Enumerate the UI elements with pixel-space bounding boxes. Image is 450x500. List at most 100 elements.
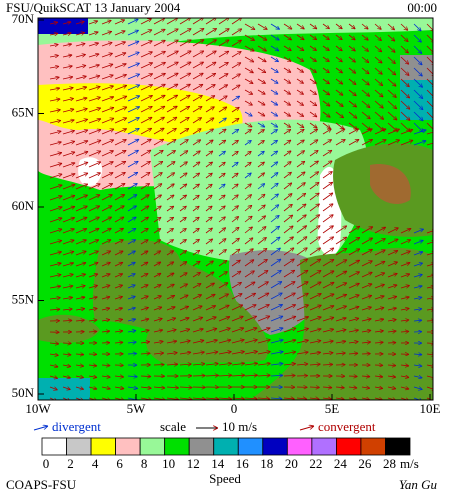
wind-vector [75, 240, 87, 245]
wind-vector [140, 228, 148, 234]
wind-vector [309, 364, 321, 365]
wind-vector [114, 139, 127, 146]
wind-vector [231, 351, 245, 355]
wind-vector [387, 140, 400, 146]
wind-vector [387, 67, 396, 75]
wind-vector [205, 73, 216, 80]
wind-vector [257, 162, 265, 168]
wind-vector [296, 204, 306, 212]
wind-vector [49, 185, 62, 190]
wind-vector [309, 317, 321, 322]
wind-vector [127, 274, 135, 278]
wind-vector [413, 45, 422, 54]
wind-vector [101, 240, 111, 245]
wind-vector [114, 118, 127, 124]
wind-vector [127, 308, 136, 310]
wind-vector [205, 173, 212, 179]
wind-vector [101, 308, 110, 310]
wind-vector [153, 83, 166, 91]
wind-vector [231, 249, 240, 256]
wind-vector [179, 173, 187, 179]
wind-vector [335, 387, 345, 388]
wind-vector [374, 387, 383, 388]
wind-vector [309, 34, 317, 40]
wind-vector [322, 281, 334, 289]
wind-vector [166, 262, 174, 267]
wind-vector [361, 295, 372, 300]
wind-vector [244, 293, 256, 300]
wind-vector [101, 42, 112, 47]
colorbar-tick: 6 [116, 456, 123, 471]
wind-vector [179, 84, 191, 91]
wind-vector [270, 183, 278, 190]
wind-vector [283, 183, 292, 190]
wind-vector [387, 273, 397, 278]
wind-vector [309, 329, 321, 333]
wind-vector [400, 297, 409, 299]
wind-vector [270, 56, 279, 62]
wind-vector [270, 122, 278, 127]
wind-vector [244, 316, 257, 322]
colorbar-bin [335, 437, 362, 456]
wind-vector [140, 206, 149, 212]
wind-vector [127, 251, 136, 256]
wind-vector [75, 184, 88, 190]
wind-vector [62, 98, 74, 102]
wind-vector [270, 34, 279, 40]
wind-vector [374, 249, 385, 256]
colorbar-bin [90, 437, 116, 456]
wind-vector [335, 330, 346, 332]
wind-vector [348, 271, 360, 278]
wind-vector [426, 241, 433, 245]
wind-vector [270, 398, 282, 399]
wind-vector [361, 56, 369, 63]
wind-vector [296, 67, 304, 73]
wind-vector [231, 140, 239, 146]
wind-vector [62, 354, 71, 355]
wind-vector [179, 295, 188, 300]
wind-vector [153, 105, 165, 113]
wind-vector [374, 308, 384, 310]
scale-label: scale [160, 419, 186, 434]
lon-label: 10W [25, 401, 51, 416]
wind-vector [101, 86, 114, 91]
wind-vector [127, 240, 136, 245]
wind-vector [283, 23, 292, 29]
wind-vector [413, 240, 423, 245]
wind-vector [361, 227, 373, 234]
wind-vector [257, 151, 265, 157]
wind-vector [322, 23, 330, 29]
wind-vector [348, 78, 356, 85]
wind-vector [192, 317, 203, 322]
wind-vector [192, 73, 203, 80]
wind-vector [62, 240, 74, 245]
wind-vector [140, 342, 150, 343]
wind-vector [322, 161, 332, 168]
wind-vector [231, 96, 240, 102]
wind-vector [179, 352, 191, 354]
wind-vector [205, 283, 215, 289]
wind-vector [426, 365, 433, 367]
wind-vector [426, 67, 433, 77]
wind-vector [257, 140, 265, 146]
wind-vector [231, 216, 239, 223]
wind-vector [218, 118, 227, 124]
wind-vector [322, 248, 334, 256]
wind-vector [335, 100, 343, 107]
wind-vector [257, 194, 265, 201]
wind-vector [218, 239, 226, 245]
wind-vector [257, 270, 268, 278]
wind-vector [348, 237, 360, 245]
wind-vector [348, 111, 357, 118]
wind-vector [179, 184, 187, 190]
wind-vector [231, 195, 238, 201]
wind-vector [140, 95, 153, 102]
wind-vector [426, 131, 433, 135]
wind-vector [49, 376, 58, 378]
wind-vector [348, 387, 357, 388]
wind-vector [153, 94, 165, 102]
wind-vector [153, 272, 161, 278]
wind-vector [127, 150, 139, 157]
wind-vector [166, 353, 177, 354]
wind-vector [283, 282, 295, 289]
